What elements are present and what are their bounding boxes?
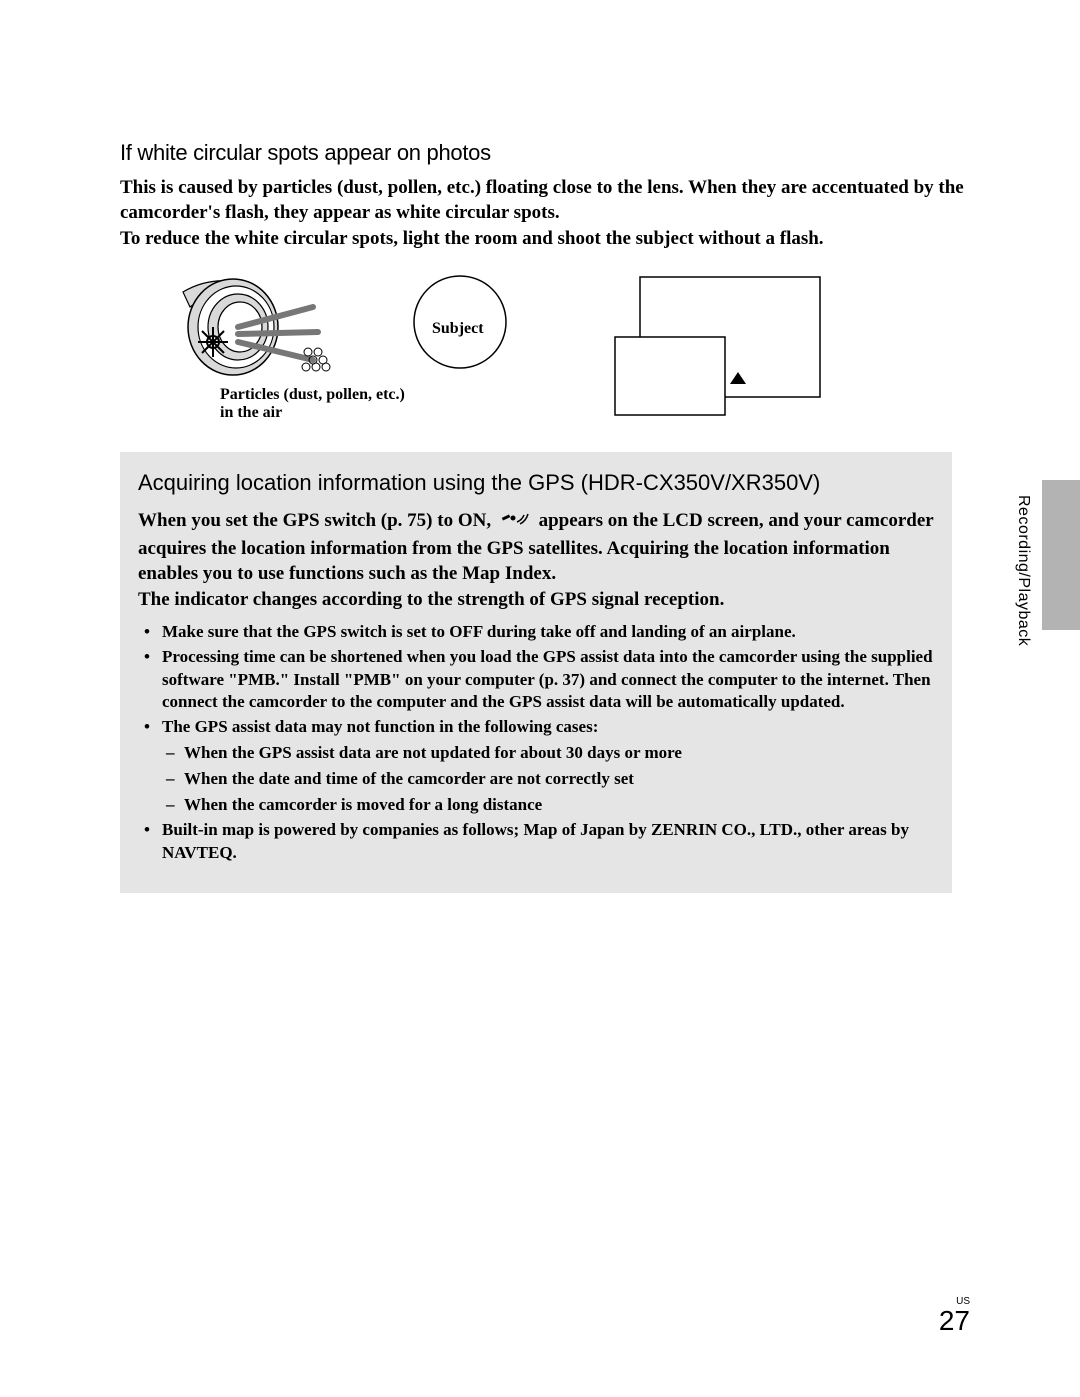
section1-body: This is caused by particles (dust, polle…: [120, 176, 970, 252]
gps-para1-pre: When you set the GPS switch (p. 75) to O…: [138, 510, 491, 531]
page: If white circular spots appear on photos…: [0, 0, 1080, 1397]
lens-illustration: [178, 272, 338, 382]
page-number: 27: [939, 1305, 970, 1336]
particles-caption-l1: Particles (dust, pollen, etc.): [220, 386, 405, 403]
gps-section: Acquiring location information using the…: [120, 452, 952, 893]
sub-bullet-item: When the date and time of the camcorder …: [162, 767, 934, 791]
gps-para1: When you set the GPS switch (p. 75) to O…: [138, 508, 934, 587]
sub-bullet-item: When the camcorder is moved for a long d…: [162, 793, 934, 817]
gps-para2: The indicator changes according to the s…: [138, 587, 934, 613]
satellite-icon: [500, 510, 530, 536]
gps-heading: Acquiring location information using the…: [138, 470, 934, 496]
particles-caption-l2: in the air: [220, 404, 282, 421]
section1-para2: To reduce the white circular spots, ligh…: [120, 227, 970, 252]
section1-heading: If white circular spots appear on photos: [120, 140, 970, 166]
bullet-item: The GPS assist data may not function in …: [138, 716, 934, 816]
side-tab: [1042, 480, 1080, 630]
section1-para1: This is caused by particles (dust, polle…: [120, 176, 970, 225]
bullet-text: The GPS assist data may not function in …: [162, 717, 598, 736]
side-label: Recording/Playback: [1014, 495, 1032, 646]
gps-bullets: Make sure that the GPS switch is set to …: [138, 621, 934, 865]
photo-diagram: [610, 272, 830, 427]
page-number-block: US 27: [939, 1296, 970, 1337]
particles-caption: Particles (dust, pollen, etc.) in the ai…: [220, 386, 450, 423]
bullet-item: Processing time can be shortened when yo…: [138, 646, 934, 715]
sub-bullet-item: When the GPS assist data are not updated…: [162, 741, 934, 765]
sub-bullets: When the GPS assist data are not updated…: [162, 741, 934, 816]
gps-body: When you set the GPS switch (p. 75) to O…: [138, 508, 934, 613]
bullet-item: Built-in map is powered by companies as …: [138, 819, 934, 865]
subject-label: Subject: [432, 320, 484, 338]
bullet-item: Make sure that the GPS switch is set to …: [138, 621, 934, 644]
figure-row: Particles (dust, pollen, etc.) in the ai…: [120, 272, 970, 422]
